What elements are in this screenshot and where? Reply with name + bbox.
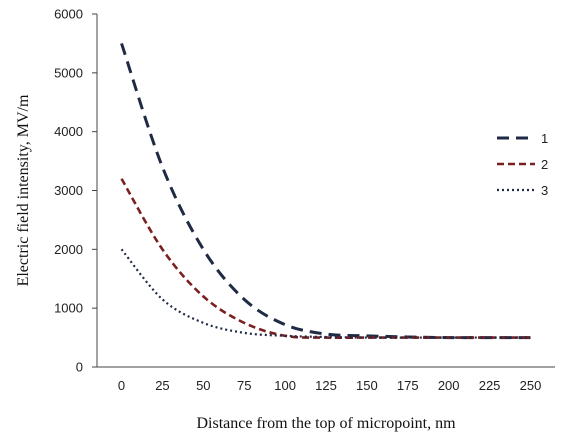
x-tick-label: 125 [315,378,337,393]
legend-label-3: 3 [541,183,548,198]
y-tick-label: 4000 [54,124,83,139]
series-line-1 [120,42,531,340]
series-line-3 [120,248,531,339]
x-tick-label: 150 [356,378,378,393]
y-tick-label: 1000 [54,301,83,316]
x-tick-label: 200 [438,378,460,393]
y-tick-label: 2000 [54,242,83,257]
y-axis-ticks: 0 1000 2000 3000 4000 5000 6000 [54,7,97,375]
legend-label-1: 1 [541,131,548,146]
x-tick-label: 25 [155,378,169,393]
x-tick-label: 0 [118,378,125,393]
series-lines [120,42,531,340]
legend-label-2: 2 [541,157,548,172]
y-tick-label: 6000 [54,7,83,22]
x-tick-label: 175 [397,378,419,393]
y-tick-label: 3000 [54,183,83,198]
x-tick-label: 225 [479,378,501,393]
y-axis-title: Electric field intensity, MV/m [15,94,32,286]
y-tick-label: 5000 [54,65,83,80]
series-line-2 [120,178,531,340]
x-axis-title: Distance from the top of micropoint, nm [196,415,456,432]
x-tick-label: 250 [520,378,542,393]
x-axis-ticks: 0 25 50 75 100 125 150 175 200 225 250 [118,378,541,393]
x-tick-label: 75 [237,378,251,393]
x-tick-label: 50 [196,378,210,393]
x-tick-label: 100 [274,378,296,393]
y-tick-label: 0 [76,360,83,375]
legend: 1 2 3 [497,131,548,198]
